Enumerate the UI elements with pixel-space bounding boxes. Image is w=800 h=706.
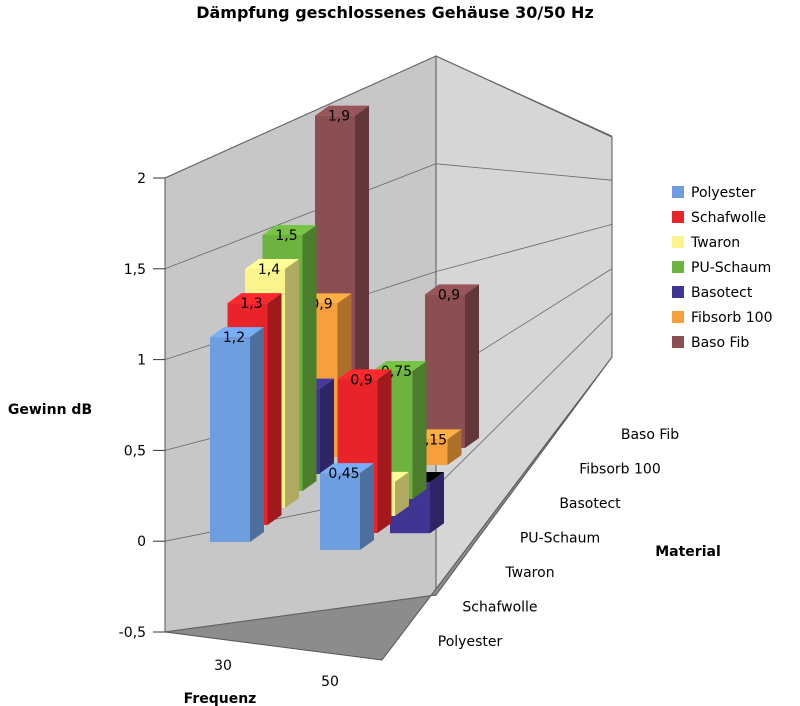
gridline [435,163,613,181]
bar-top [227,293,282,304]
y-tick-label: 0,5 [124,443,146,459]
x-axis-title: Frequenz [184,691,257,706]
bar-side [355,105,369,440]
gridline [435,312,613,488]
bar-top [262,224,317,235]
gridline [435,224,613,272]
chart-title: Dämpfung geschlossenes Gehäuse 30/50 Hz [196,3,594,22]
z-tick-label: Baso Fib [621,427,679,443]
y-axis-title: Gewinn dB [8,402,92,418]
bar-side [447,429,462,465]
bar-side [430,472,444,534]
data-label: 1,5 [275,228,297,244]
data-label: 0,9 [438,287,460,303]
y-tick-label: 1,5 [124,262,146,278]
x-tick-label: 30 [214,658,232,674]
legend-label: PU-Schaum [691,260,771,276]
data-label: 1,4 [258,262,280,278]
data-label: 1,9 [328,109,350,125]
z-tick-label: Basotect [559,496,621,512]
z-axis-title: Material [655,544,721,560]
y-tick-label: 1 [137,353,146,369]
bar-front [425,294,465,448]
bar-side [267,293,282,525]
gridline [435,55,613,137]
z-tick-label: Twaron [504,565,554,581]
legend-swatch [672,261,684,273]
data-label: 0,45 [328,466,359,482]
data-label: 1,2 [223,330,245,346]
legend-label: Polyester [691,185,756,201]
z-tick-label: PU-Schaum [520,531,600,547]
bar-side [285,259,299,508]
bar-front [320,473,360,550]
bar-top [425,284,479,295]
bar-polyester-30: 1,2 [210,327,264,542]
legend-swatch [672,336,684,348]
bar-side [412,360,427,499]
gridline [164,594,437,633]
x-tick-label: 50 [321,674,339,690]
bar-polyester-50: 0,45 [320,463,374,550]
legend-swatch [672,311,684,323]
bar-front [210,337,250,542]
bar-side [395,471,409,516]
bar-top [210,327,264,338]
bar-top [315,105,369,116]
gridline [164,55,437,179]
z-tick-label: Polyester [438,634,503,650]
bar-side [320,378,334,474]
y-tick-label: 0 [137,534,146,550]
gridline [435,356,613,596]
legend-swatch [672,286,684,298]
gridline [164,163,437,270]
z-tick-label: Schafwolle [462,600,537,616]
y-tick-label: -0,5 [119,625,146,641]
z-tick-label: Fibsorb 100 [579,462,660,478]
legend-label: Twaron [690,235,740,251]
bar-top [245,259,299,270]
bar-side [377,369,392,533]
bar-top [337,369,392,380]
legend-swatch [672,236,684,248]
legend: Polyester Schafwolle Twaron PU-Schaum Basote… [672,185,772,351]
legend-swatch [672,211,684,223]
bar-top [320,463,374,474]
data-label: 1,3 [240,296,262,312]
bar-top [372,360,427,371]
legend-label: Schafwolle [691,210,766,226]
legend-label: Baso Fib [691,335,749,351]
legend-label: Fibsorb 100 [691,310,772,326]
axis-labels: 30 50 Polyester Schafwolle Twaron PU-Schaum Ba… [214,427,679,690]
bar-side [250,327,264,542]
bar-side [360,463,374,550]
legend-label: Basotect [691,285,753,301]
bar-baso-fib-50: 0,9 [425,284,479,448]
bars: 1,90,90,90,150,5-0,31,50,751,40,21,30,91… [210,105,479,550]
bar-side [465,284,479,448]
bar-side [302,224,317,491]
legend-swatch [672,186,684,198]
data-label: 0,9 [350,372,372,388]
y-tick-label: 2 [137,171,146,187]
